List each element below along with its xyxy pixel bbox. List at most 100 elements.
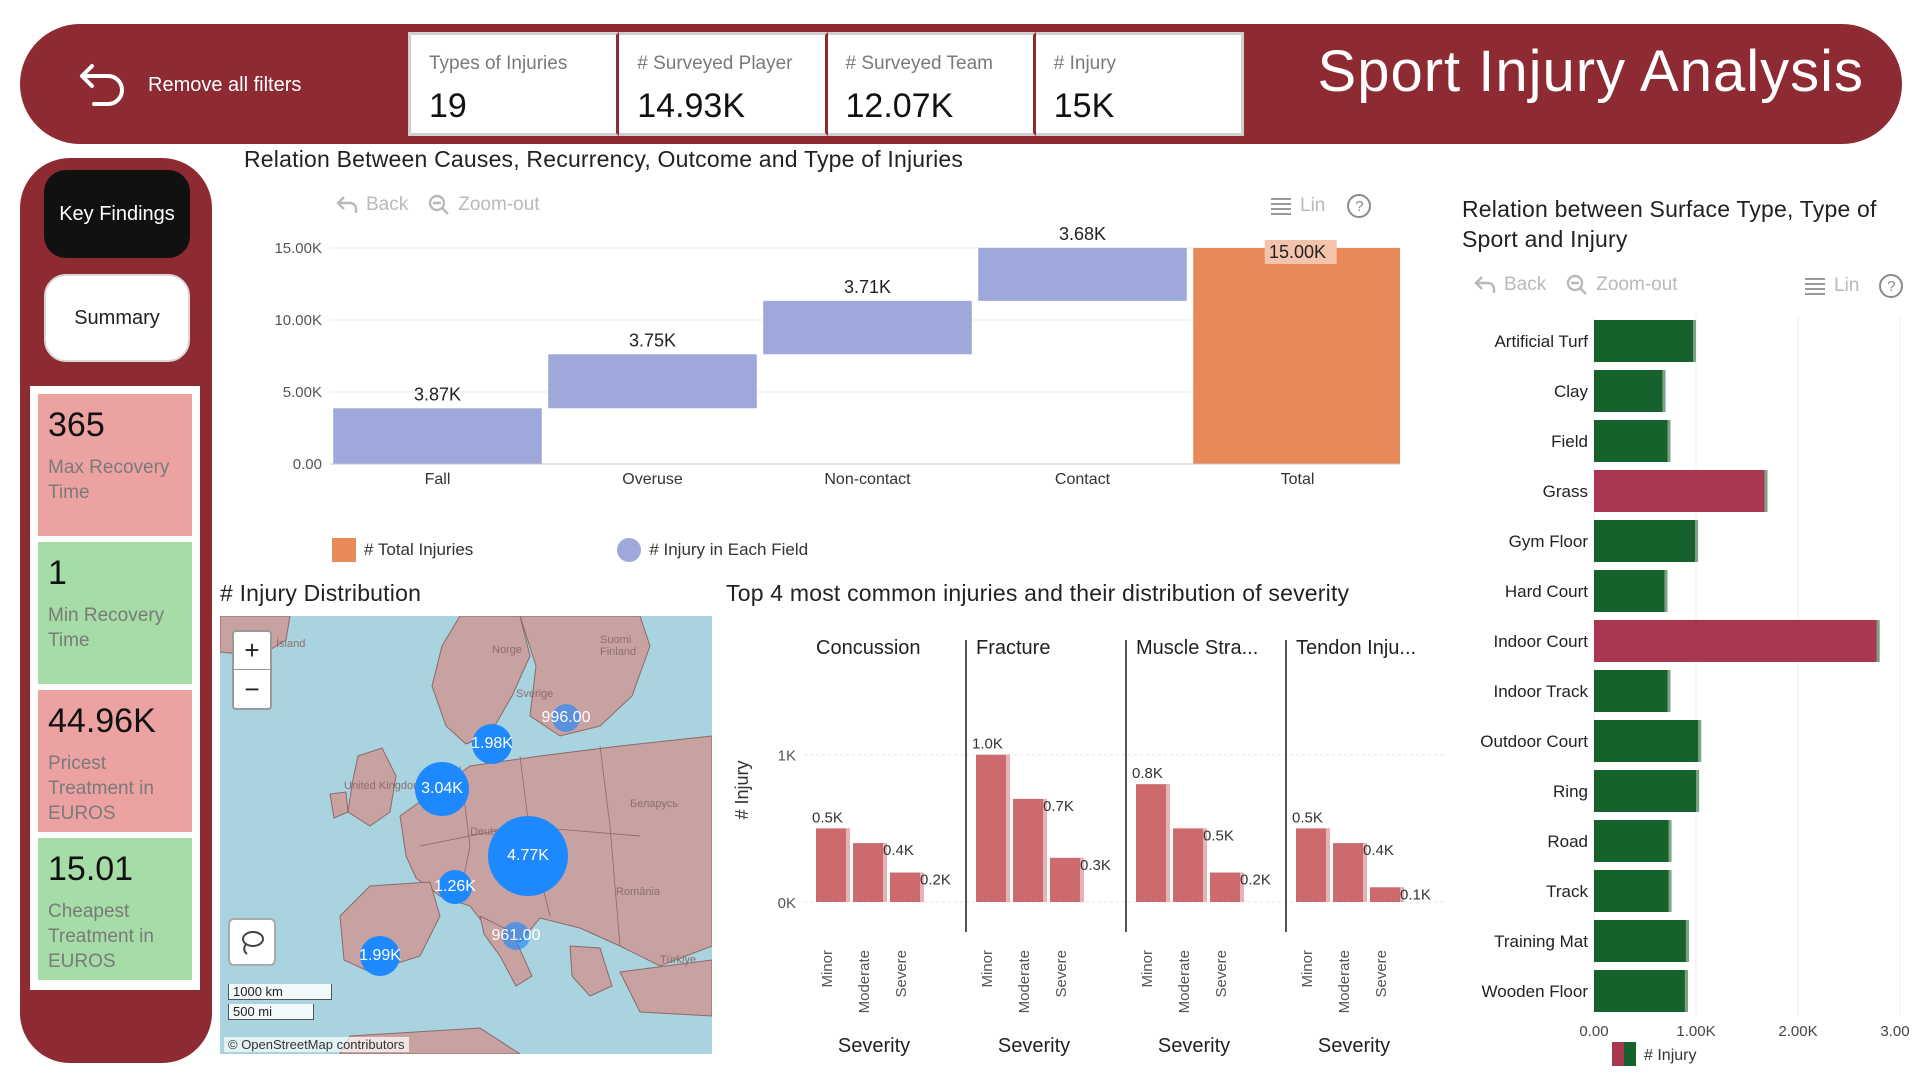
lasso-select-button[interactable] bbox=[228, 918, 276, 966]
map-bubble[interactable]: 1.98K bbox=[471, 724, 513, 764]
stat-card-priciest-treatment: 44.96K Pricest Treatment in EUROS bbox=[38, 690, 192, 832]
panel-title: Muscle Stra... bbox=[1136, 637, 1258, 659]
y-tick-label: Wooden Floor bbox=[1482, 982, 1589, 1001]
x-tick-label: Moderate bbox=[1336, 950, 1353, 1013]
undo-arrow-icon bbox=[80, 64, 124, 106]
severity-title: Top 4 most common injuries and their dis… bbox=[726, 580, 1350, 606]
y-tick-label: Grass bbox=[1543, 482, 1588, 501]
map-title: # Injury Distribution bbox=[220, 580, 422, 606]
surface-bar-edge bbox=[1667, 420, 1671, 462]
back-arrow-icon bbox=[1474, 276, 1496, 293]
kpi-value: 19 bbox=[429, 87, 467, 125]
zoom-out-button[interactable]: Zoom-out bbox=[1566, 274, 1678, 296]
kpi-card-injury: # Injury 15K bbox=[1035, 32, 1244, 136]
key-findings-button[interactable]: Key Findings bbox=[44, 170, 190, 258]
data-label-bg bbox=[1264, 240, 1337, 264]
severity-bar-edge bbox=[1240, 872, 1244, 902]
x-tick-label: Minor bbox=[1299, 950, 1316, 988]
back-button[interactable]: Back bbox=[336, 194, 408, 216]
stats-panel: 365 Max Recovery Time 1 Min Recovery Tim… bbox=[30, 386, 200, 990]
map-bubble[interactable]: 996.00 bbox=[542, 704, 590, 732]
severity-bar bbox=[1210, 872, 1244, 902]
surface-bar bbox=[1594, 970, 1688, 1012]
severity-bar-edge bbox=[1363, 843, 1367, 902]
map-bubble[interactable]: 1.99K bbox=[359, 936, 401, 976]
x-tick-label: Moderate bbox=[1016, 950, 1033, 1013]
map-bubble[interactable]: 4.77K bbox=[488, 816, 568, 896]
help-icon[interactable]: ? bbox=[1347, 194, 1372, 218]
surface-toolbar: Back Zoom-out bbox=[1474, 274, 1678, 296]
zoom-out-map-icon[interactable]: − bbox=[244, 673, 260, 704]
linear-scale-button[interactable]: Lin bbox=[1270, 195, 1325, 217]
surface-bar bbox=[1594, 670, 1671, 712]
stat-value: 365 bbox=[48, 406, 105, 444]
waterfall-title: Relation Between Causes, Recurrency, Out… bbox=[244, 146, 964, 172]
stat-label: Max Recovery Time bbox=[48, 457, 170, 503]
data-label: 0.5K bbox=[1292, 809, 1323, 826]
y-tick-label: Gym Floor bbox=[1509, 532, 1589, 551]
surface-bar bbox=[1594, 370, 1666, 412]
stat-label: Cheapest Treatment in EUROS bbox=[48, 901, 154, 972]
surface-bar bbox=[1594, 570, 1668, 612]
legend-swatch-high bbox=[1612, 1042, 1624, 1066]
severity-bar bbox=[853, 843, 887, 902]
linear-scale-label: Lin bbox=[1300, 195, 1326, 216]
x-tick-label: Moderate bbox=[1176, 950, 1193, 1013]
map-zoom-control: + − bbox=[232, 630, 272, 710]
x-tick-label: Minor bbox=[979, 950, 996, 988]
zoom-in-icon[interactable]: + bbox=[234, 632, 270, 670]
surface-bar-edge bbox=[1695, 520, 1699, 562]
map-bubble[interactable]: 1.26K bbox=[434, 870, 476, 904]
injury-map[interactable]: Ísland Norge Suomi Finland Sverige Unite… bbox=[220, 616, 712, 1054]
x-tick-label: Severe bbox=[1053, 950, 1070, 998]
severity-bar bbox=[816, 828, 850, 902]
legend-label-field: # Injury in Each Field bbox=[649, 540, 809, 559]
data-label: 0.8K bbox=[1132, 765, 1163, 782]
waterfall-legend: # Total Injuries # Injury in Each Field bbox=[332, 538, 808, 562]
surface-bar bbox=[1594, 870, 1672, 912]
x-tick-label: Overuse bbox=[622, 471, 683, 488]
zoom-out-label: Zoom-out bbox=[1596, 274, 1678, 295]
surface-bar-edge bbox=[1698, 720, 1702, 762]
back-button[interactable]: Back bbox=[1474, 274, 1546, 296]
x-tick-label: 1.00K bbox=[1676, 1023, 1715, 1040]
x-axis-title: Severity bbox=[1318, 1035, 1390, 1057]
severity-bar-edge bbox=[1400, 887, 1404, 902]
map-scale-km: 1000 km bbox=[228, 984, 332, 1000]
zoom-out-button[interactable]: Zoom-out bbox=[428, 194, 540, 216]
y-tick-label: Artificial Turf bbox=[1494, 332, 1588, 351]
map-bubble[interactable]: 3.04K bbox=[415, 762, 469, 816]
waterfall-bar bbox=[978, 247, 1187, 301]
remove-filters-button[interactable]: Remove all filters bbox=[74, 50, 374, 120]
y-tick-label: 0K bbox=[778, 895, 796, 912]
back-label: Back bbox=[1504, 274, 1547, 295]
surface-bar-edge bbox=[1764, 470, 1768, 512]
help-icon[interactable]: ? bbox=[1879, 274, 1904, 298]
kpi-card-types: Types of Injuries 19 bbox=[408, 32, 620, 136]
map-bubble[interactable]: 961.00 bbox=[492, 922, 540, 950]
data-label: 3.68K bbox=[1059, 224, 1106, 244]
surface-bar-edge bbox=[1667, 670, 1671, 712]
waterfall-bar bbox=[333, 408, 542, 464]
severity-bar-edge bbox=[883, 843, 887, 902]
surface-title: Relation between Surface Type, Type of S… bbox=[1462, 196, 1877, 252]
legend-label: # Injury bbox=[1644, 1047, 1696, 1064]
data-label: 1.0K bbox=[972, 736, 1003, 753]
y-tick-label: 0.00 bbox=[293, 456, 322, 473]
surface-bar-edge bbox=[1696, 770, 1700, 812]
surface-bar bbox=[1594, 620, 1880, 662]
severity-bar bbox=[1370, 887, 1404, 902]
severity-bar-edge bbox=[1166, 784, 1170, 902]
y-tick-label: 15.00K bbox=[274, 240, 322, 257]
header-bar: Remove all filters Types of Injuries 19 … bbox=[20, 24, 1902, 144]
severity-bar bbox=[1136, 784, 1170, 902]
stat-card-max-recovery: 365 Max Recovery Time bbox=[38, 394, 192, 536]
stat-card-min-recovery: 1 Min Recovery Time bbox=[38, 542, 192, 684]
data-label: 3.87K bbox=[414, 384, 461, 404]
linear-scale-button[interactable]: Lin bbox=[1804, 275, 1859, 297]
x-tick-label: Severe bbox=[1213, 950, 1230, 998]
panel-title: Concussion bbox=[816, 637, 921, 659]
data-label: 15.00K bbox=[1269, 242, 1326, 262]
summary-button[interactable]: Summary bbox=[44, 274, 190, 362]
total-bar bbox=[1193, 248, 1400, 464]
